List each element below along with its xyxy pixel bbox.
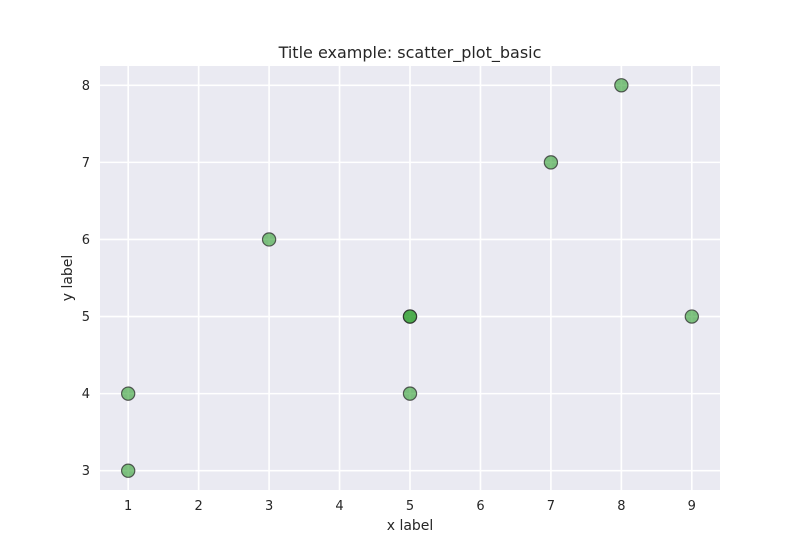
y-tick-label: 6 (82, 233, 90, 248)
x-tick-label: 3 (265, 499, 273, 514)
x-tick-label: 6 (476, 499, 484, 514)
scatter-point (402, 309, 418, 324)
x-axis-tick-labels: 1 2 3 4 5 6 7 8 9 (124, 499, 696, 514)
y-tick-label: 5 (82, 310, 90, 325)
scatter-point (120, 463, 136, 478)
scatter-point (402, 386, 418, 401)
scatter-points (120, 78, 700, 478)
x-axis-label: x label (387, 518, 434, 534)
x-tick-label: 9 (688, 499, 696, 514)
scatter-point (261, 232, 277, 247)
x-tick-label: 1 (124, 499, 132, 514)
scatter-point (684, 309, 700, 324)
x-tick-label: 8 (617, 499, 625, 514)
y-axis-label: y label (60, 255, 76, 302)
x-tick-label: 7 (547, 499, 555, 514)
scatter-point (120, 386, 136, 401)
y-tick-label: 8 (82, 79, 90, 94)
chart-title: Title example: scatter_plot_basic (278, 43, 542, 63)
y-tick-label: 3 (82, 464, 90, 479)
x-tick-label: 2 (194, 499, 202, 514)
y-axis-tick-labels: 3 4 5 6 7 8 (82, 79, 90, 479)
y-tick-label: 7 (82, 156, 90, 171)
y-tick-label: 4 (82, 387, 90, 402)
scatter-point (543, 155, 559, 170)
x-tick-label: 5 (406, 499, 414, 514)
x-tick-label: 4 (335, 499, 343, 514)
scatter-point (614, 78, 629, 93)
